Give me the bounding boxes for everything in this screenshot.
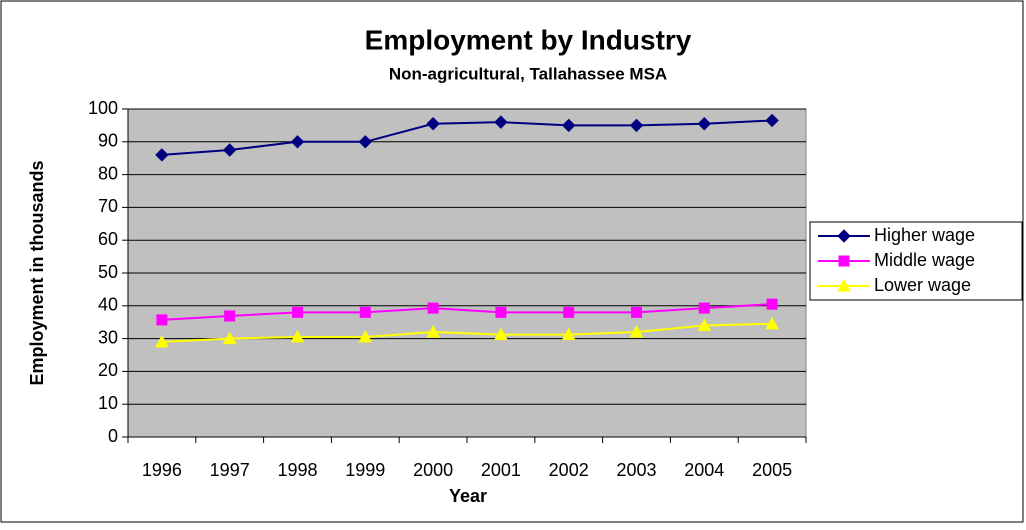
- y-tick-label: 100: [88, 98, 118, 118]
- x-tick-label: 2002: [549, 460, 589, 480]
- y-tick-label: 50: [98, 262, 118, 282]
- x-tick-label: 1998: [277, 460, 317, 480]
- legend-label: Lower wage: [874, 275, 971, 295]
- series-line: [161, 119, 773, 156]
- marker: [765, 113, 779, 128]
- marker: [427, 302, 439, 314]
- marker: [292, 306, 303, 318]
- x-tick-label: 1999: [345, 460, 385, 480]
- series-line: [161, 322, 773, 343]
- y-tick-label: 80: [98, 163, 118, 183]
- marker: [561, 118, 576, 133]
- y-tick-label: 0: [108, 426, 118, 446]
- x-axis-label: Year: [449, 486, 487, 506]
- y-tick-label: 90: [98, 131, 118, 151]
- marker: [155, 334, 169, 348]
- marker: [495, 306, 507, 318]
- chart-title: Employment by Industry: [365, 24, 692, 55]
- y-axis-label: Employment in thousands: [27, 160, 47, 385]
- marker: [426, 117, 440, 131]
- marker: [629, 118, 644, 133]
- marker: [766, 298, 778, 310]
- y-tick-label: 30: [98, 327, 118, 347]
- marker: [224, 310, 236, 322]
- x-tick-label: 2000: [413, 460, 453, 480]
- marker: [290, 329, 305, 343]
- marker: [697, 318, 712, 331]
- marker: [631, 306, 642, 318]
- marker: [837, 229, 851, 243]
- marker: [697, 117, 712, 131]
- marker: [765, 316, 779, 330]
- y-tick-label: 10: [98, 393, 118, 413]
- series-line: [161, 303, 773, 321]
- x-tick-label: 1996: [142, 460, 182, 480]
- y-tick-label: 70: [98, 196, 118, 216]
- y-tick-label: 60: [98, 229, 118, 249]
- marker: [494, 115, 508, 129]
- marker: [494, 327, 508, 341]
- marker: [561, 327, 576, 341]
- x-tick-label: 2004: [684, 460, 724, 480]
- marker: [563, 306, 575, 318]
- x-tick-label: 2003: [616, 460, 656, 480]
- marker: [359, 306, 371, 318]
- legend-label: Higher wage: [874, 225, 975, 245]
- marker: [222, 143, 237, 157]
- x-tick-label: 2001: [481, 460, 521, 480]
- marker: [155, 148, 169, 162]
- marker: [837, 278, 851, 292]
- marker: [629, 324, 644, 338]
- marker: [358, 135, 373, 149]
- marker: [426, 324, 440, 338]
- y-tick-label: 20: [98, 360, 118, 380]
- x-tick-label: 1997: [210, 460, 250, 480]
- marker: [698, 302, 710, 314]
- y-tick-label: 40: [98, 295, 118, 315]
- marker: [290, 135, 305, 149]
- legend-label: Middle wage: [874, 250, 975, 270]
- marker: [838, 255, 850, 267]
- marker: [156, 314, 168, 326]
- marker: [222, 331, 237, 345]
- marker: [358, 329, 373, 343]
- x-tick-label: 2005: [752, 460, 792, 480]
- chart-subtitle: Non-agricultural, Tallahassee MSA: [389, 64, 667, 83]
